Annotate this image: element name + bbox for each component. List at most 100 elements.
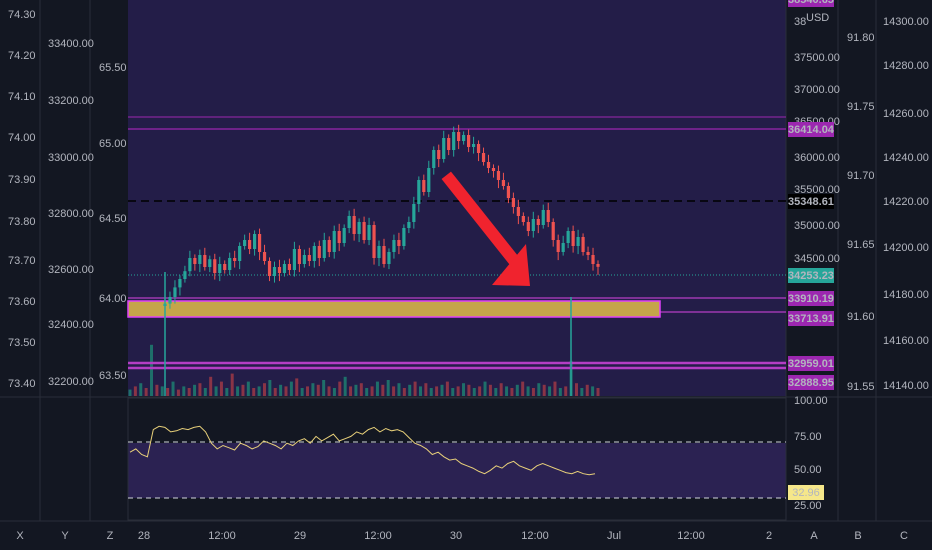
candle-body — [551, 222, 555, 240]
candle-body — [486, 162, 491, 168]
axis-right-mid-tick: 91.55 — [847, 381, 875, 393]
price-tag — [788, 311, 834, 326]
volume-bar — [187, 388, 191, 396]
candle-body — [362, 222, 366, 240]
volume-bar — [381, 384, 385, 396]
volume-bar — [537, 383, 541, 396]
horizontal-levels — [127, 116, 786, 370]
volume-bar — [349, 386, 353, 396]
candle-body — [491, 168, 496, 171]
candle-body — [347, 216, 351, 228]
volume-bar — [365, 388, 369, 396]
rsi-band — [128, 443, 786, 498]
volume-bar — [596, 388, 600, 396]
volume-bar — [591, 386, 595, 396]
axis-left-secondary-tick: 33200.00 — [48, 95, 94, 107]
price-tag — [788, 0, 834, 7]
candle-body — [173, 287, 177, 297]
volume-bar — [268, 380, 272, 396]
volume-bar — [445, 381, 449, 396]
axis-far-left-tick: 73.80 — [8, 216, 36, 228]
axis-left-secondary[interactable]: 33400.00 33200.00 33000.00 32800.00 32600.00… — [48, 38, 94, 388]
time-axis-label: Jul — [607, 530, 621, 542]
axis-button-x[interactable]: X — [16, 530, 24, 542]
volume-bar — [440, 384, 444, 396]
candle-body — [357, 222, 361, 234]
candle-body — [521, 216, 525, 222]
price-tag — [788, 122, 834, 137]
axis-far-left-tick: 73.70 — [8, 255, 36, 267]
support-zone-rectangle[interactable] — [127, 300, 661, 318]
volume-bar — [510, 388, 514, 396]
rsi-current-tag — [788, 485, 824, 500]
candle-body — [506, 186, 511, 198]
axis-right-main-tick: 36000.00 — [794, 152, 840, 164]
volume-bars — [128, 344, 600, 396]
volume-bar — [402, 388, 406, 396]
down-arrow-drawing[interactable] — [441, 171, 530, 286]
candle-body — [203, 255, 207, 267]
price-tag-label: 33910.19 — [788, 293, 834, 305]
axis-rsi-tick: 100.00 — [794, 395, 828, 407]
candle-body — [342, 228, 346, 243]
axis-button-y[interactable]: Y — [61, 530, 69, 542]
price-tag-label: 33713.91 — [788, 313, 834, 325]
volume-bar — [262, 383, 266, 396]
volume-bar — [418, 386, 422, 396]
candle-body — [511, 198, 515, 207]
axis-right-mid-tick: 91.70 — [847, 170, 875, 182]
volume-bar — [424, 383, 428, 396]
axis-right-far[interactable]: 14300.00 14280.00 14260.00 14240.00 14220.00… — [883, 16, 929, 392]
candlesticks — [163, 124, 600, 396]
axis-far-left[interactable]: 74.30 74.20 74.10 74.00 73.90 73.80 73.70 73.60… — [8, 9, 36, 390]
axis-right-far-tick: 14220.00 — [883, 196, 929, 208]
candle-body — [327, 240, 331, 252]
axis-rsi-tick: 50.00 — [794, 464, 822, 476]
time-axis[interactable]: 28 12:00 29 12:00 30 12:00 Jul 12:00 2 — [138, 530, 772, 542]
volume-bar — [375, 381, 379, 396]
candle-body — [471, 144, 476, 147]
candle-body — [462, 135, 466, 141]
candle-body — [496, 171, 501, 180]
volume-bar — [548, 386, 552, 396]
rsi-current-value: 32.96 — [792, 487, 820, 499]
axis-right-main-tick: 37000.00 — [794, 84, 840, 96]
volume-bar — [585, 384, 589, 396]
volume-bar — [236, 386, 240, 396]
volume-bar — [392, 386, 396, 396]
axis-inner-left[interactable]: 65.50 65.00 64.50 64.00 63.50 — [99, 62, 127, 382]
candle-body — [377, 246, 381, 258]
axis-button-b[interactable]: B — [854, 530, 861, 542]
volume-bar — [128, 389, 132, 396]
time-axis-label: 28 — [138, 530, 150, 542]
volume-bar — [343, 376, 347, 396]
axis-button-a[interactable]: A — [810, 530, 818, 542]
axis-right-main-tick: 34500.00 — [794, 253, 840, 265]
volume-bar — [488, 384, 492, 396]
axis-far-left-tick: 73.50 — [8, 337, 36, 349]
axis-button-c[interactable]: C — [900, 530, 908, 542]
price-tag-label: 32959.01 — [788, 358, 834, 370]
axis-right-main-tick: 38 — [794, 16, 806, 28]
volume-bar — [462, 383, 466, 396]
volume-bar — [494, 388, 498, 396]
volume-bar — [209, 376, 213, 396]
candle-body — [501, 180, 506, 186]
axis-left-secondary-tick: 33400.00 — [48, 38, 94, 50]
candle-body — [586, 252, 590, 255]
candle-body — [536, 219, 540, 225]
time-axis-label: 2 — [766, 530, 772, 542]
axis-inner-left-tick: 63.50 — [99, 370, 127, 382]
candle-body — [427, 168, 431, 192]
candle-body — [422, 180, 426, 192]
axis-button-z[interactable]: Z — [107, 530, 114, 542]
volume-bar — [257, 386, 261, 396]
volume-bar — [311, 383, 315, 396]
axis-right-mid[interactable]: 91.80 91.75 91.70 91.65 91.60 91.55 — [847, 32, 875, 393]
time-axis-label: 12:00 — [364, 530, 392, 542]
volume-bar — [139, 383, 143, 396]
volume-bar — [429, 388, 433, 396]
volume-bar — [515, 384, 519, 396]
